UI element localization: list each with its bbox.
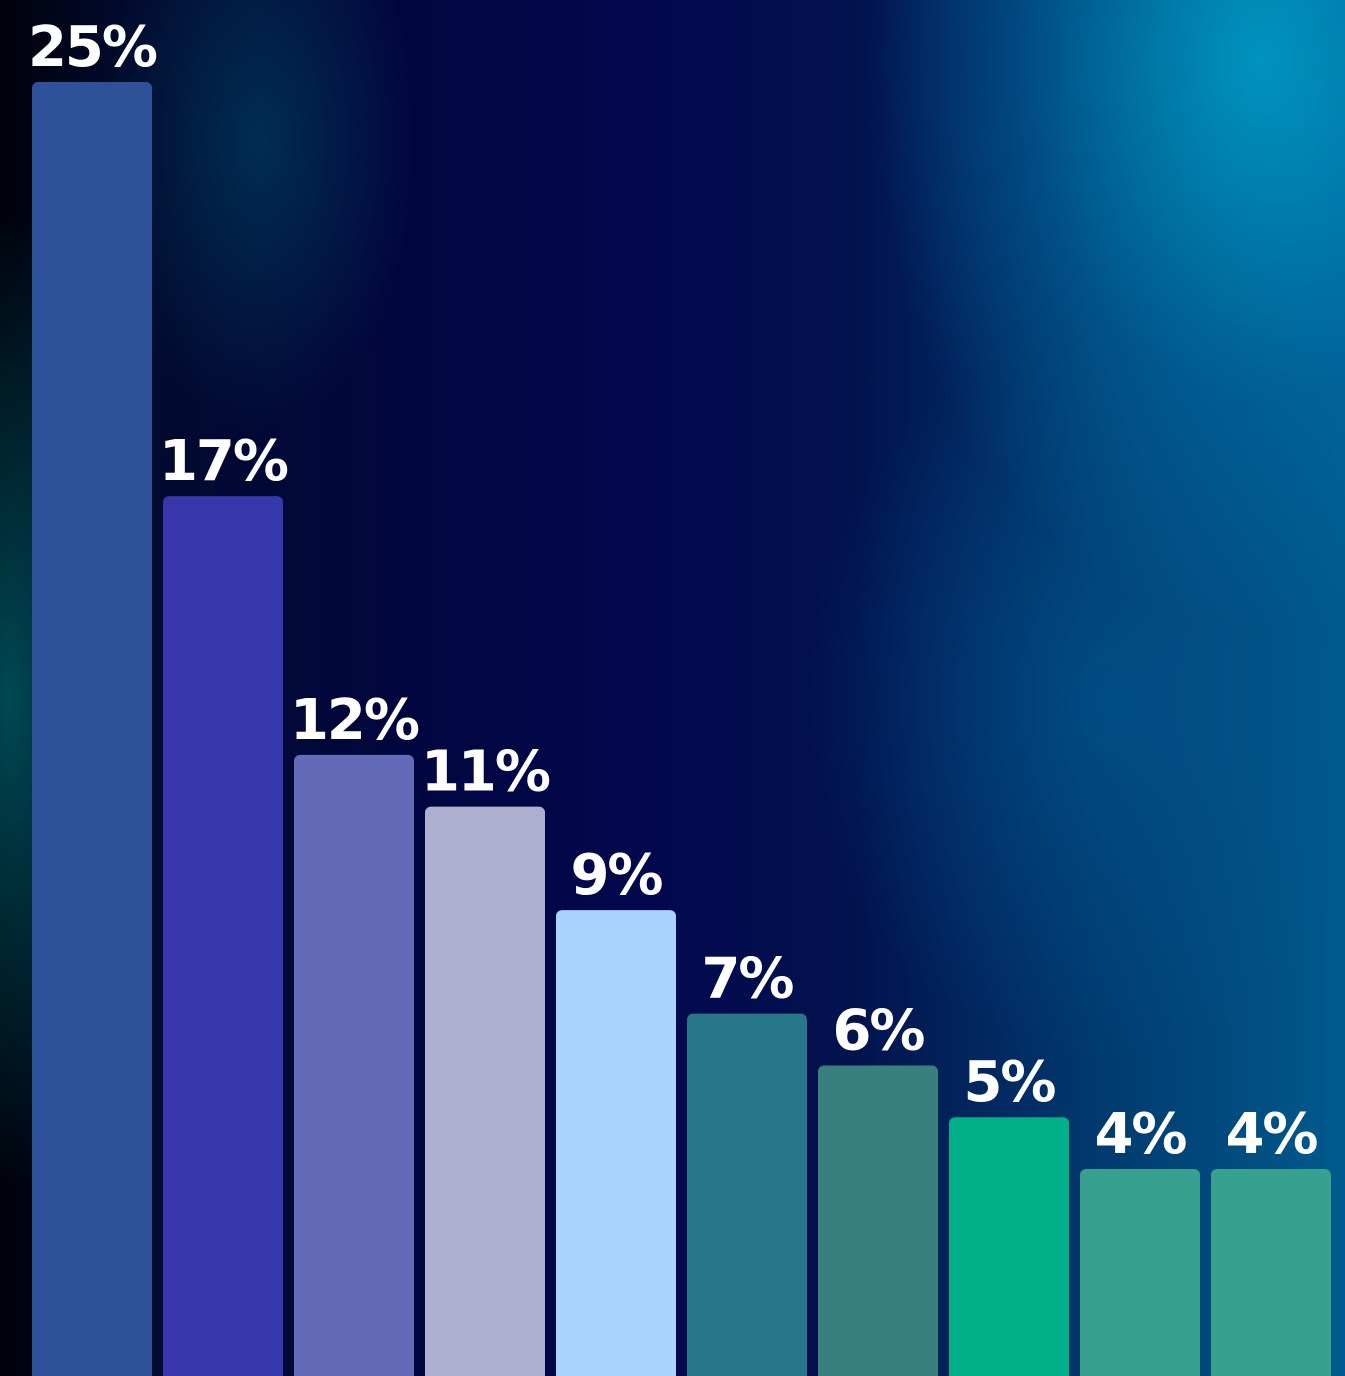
bar-value-label-10: 4% xyxy=(1225,1102,1317,1167)
bar-value-label-5: 9% xyxy=(570,843,662,908)
labels-layer: 25% 17% 12%11% 9% 7% 6% 5% 4% 4% xyxy=(28,15,1319,1167)
bar-value-label-3: 12% xyxy=(290,688,419,753)
bar-10 xyxy=(1211,1168,1331,1376)
bar-7 xyxy=(818,1065,938,1376)
bar-8 xyxy=(949,1117,1069,1376)
bar-value-label-2: 17% xyxy=(159,429,288,494)
bar-value-label-7: 6% xyxy=(832,998,924,1063)
bar-value-label-1: 25% xyxy=(28,15,157,80)
bar-2 xyxy=(163,496,283,1376)
bar-value-label-6: 7% xyxy=(701,947,793,1012)
bars-layer xyxy=(32,82,1331,1376)
bar-6 xyxy=(687,1013,807,1376)
bar-1 xyxy=(32,82,152,1376)
bar-value-label-9: 4% xyxy=(1094,1102,1186,1167)
bar-3 xyxy=(294,754,414,1376)
bar-4 xyxy=(425,806,545,1376)
bar-value-label-4: 11% xyxy=(421,740,550,805)
bar-5 xyxy=(556,910,676,1376)
bar-9 xyxy=(1080,1168,1200,1376)
bar-value-label-8: 5% xyxy=(963,1050,1055,1115)
